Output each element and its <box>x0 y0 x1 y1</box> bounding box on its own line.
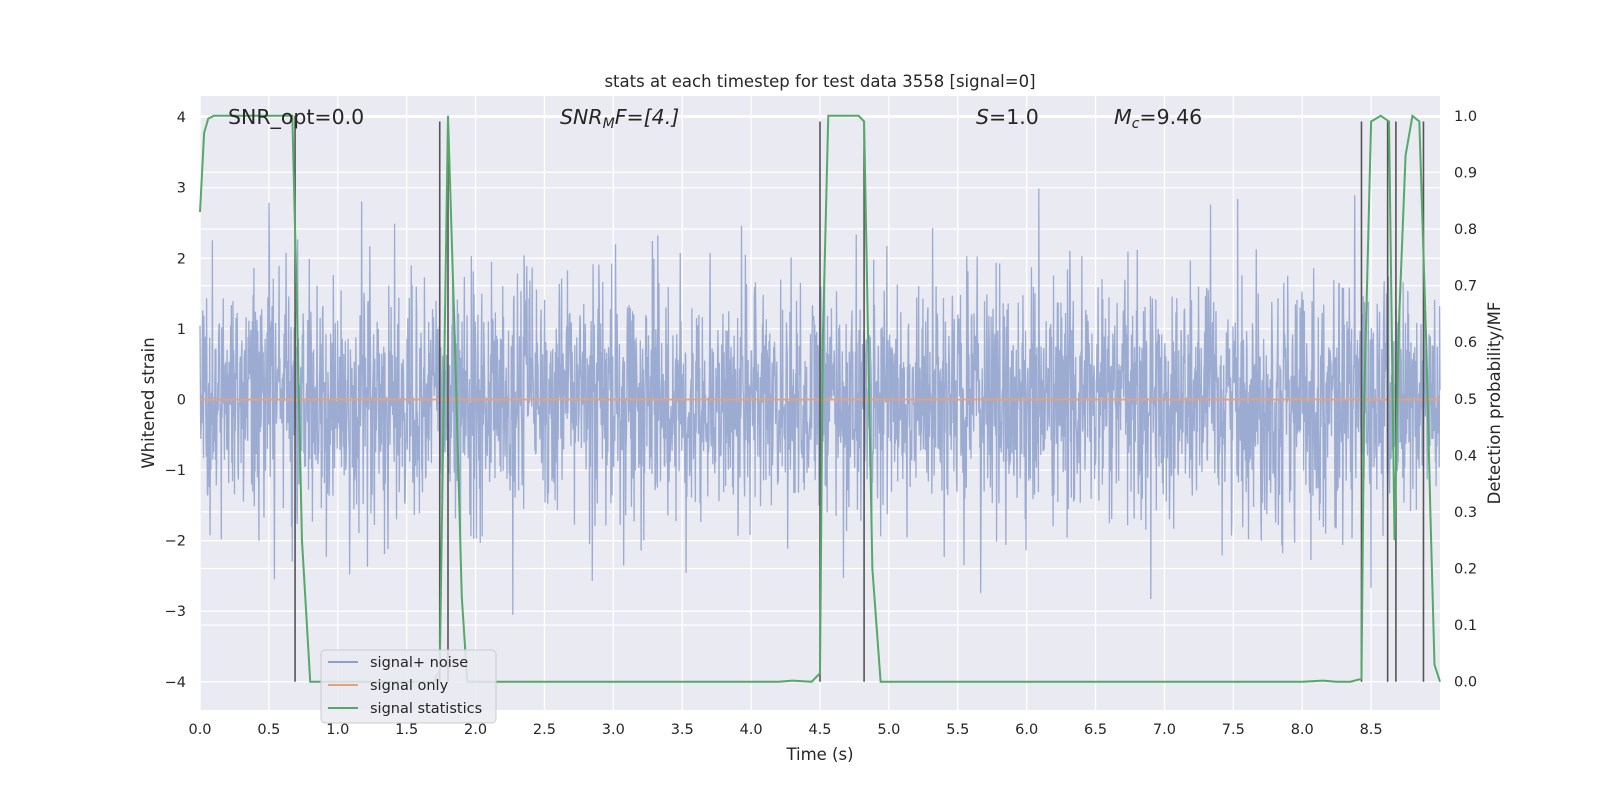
y-right-tick-label: 0.8 <box>1454 222 1477 238</box>
x-tick-label: 1.5 <box>395 722 418 738</box>
x-tick-label: 2.5 <box>533 722 556 738</box>
y-right-tick-label: 0.1 <box>1454 618 1477 634</box>
y-left-tick-label: −3 <box>165 604 186 620</box>
x-tick-label: 1.0 <box>326 722 349 738</box>
annotation-snr-mf-main: SNR <box>560 105 603 129</box>
x-tick-label: 7.5 <box>1222 722 1245 738</box>
x-tick-label: 2.0 <box>464 722 487 738</box>
y-right-tick-label: 0.4 <box>1454 448 1477 464</box>
x-tick-label: 3.0 <box>602 722 625 738</box>
x-tick-label: 8.0 <box>1291 722 1314 738</box>
x-tick-label: 8.5 <box>1360 722 1383 738</box>
y-right-tick-label: 0.2 <box>1454 562 1477 578</box>
y-left-tick-label: −1 <box>165 463 186 479</box>
y-right-tick-label: 0.0 <box>1454 675 1477 691</box>
vertical-markers <box>294 115 1425 682</box>
y-left-axis-label: Whitened strain <box>139 337 158 468</box>
signal-statistics-line <box>199 113 1441 683</box>
y-left-tick-label: 0 <box>177 392 186 408</box>
series-signal-statistics <box>199 113 1441 683</box>
y-left-tick-label: 2 <box>177 251 186 267</box>
x-tick-labels: 0.0 0.5 1.0 1.5 2.0 2.5 3.0 3.5 4.0 4.5 5.0 5.5 6.0 6… <box>188 722 1382 738</box>
y-left-tick-labels: 4 3 2 1 0 −1 −2 −3 −4 <box>165 110 186 691</box>
chart-title: stats at each timestep for test data 355… <box>604 72 1035 91</box>
x-tick-label: 5.5 <box>946 722 969 738</box>
annotation-s-main: S <box>976 105 989 129</box>
legend-box <box>320 649 497 724</box>
annotation-snr-mf: SNRMF=[4.] <box>560 105 679 132</box>
annotation-snr-opt: SNR_opt=0.0 <box>228 105 364 130</box>
y-left-tick-label: 1 <box>177 322 186 338</box>
x-tick-label: 6.5 <box>1084 722 1107 738</box>
x-tick-label: 7.0 <box>1153 722 1176 738</box>
annotation-s-rest: =1.0 <box>989 105 1039 129</box>
y-left-tick-label: 3 <box>177 181 186 197</box>
x-tick-label: 5.0 <box>877 722 900 738</box>
y-right-tick-label: 0.5 <box>1454 392 1477 408</box>
legend-label-signal-noise: signal+ noise <box>370 655 468 671</box>
y-right-tick-label: 0.3 <box>1454 505 1477 521</box>
y-left-tick-label: 4 <box>177 110 186 126</box>
annotation-s: S=1.0 <box>976 105 1039 129</box>
y-left-tick-label: −4 <box>165 675 186 691</box>
x-tick-label: 3.5 <box>671 722 694 738</box>
y-right-tick-label: 1.0 <box>1454 109 1477 125</box>
x-tick-label: 4.0 <box>740 722 763 738</box>
annotation-mc-main: M <box>1114 105 1132 129</box>
annotation-mc-sub: c <box>1132 116 1140 132</box>
x-tick-label: 4.5 <box>808 722 831 738</box>
y-right-axis-label: Detection probability/MF <box>1485 302 1504 505</box>
legend-label-signal-statistics: signal statistics <box>370 701 482 717</box>
x-tick-label: 6.0 <box>1015 722 1038 738</box>
x-axis-label: Time (s) <box>785 745 853 764</box>
legend: signal+ noise signal only signal statist… <box>320 649 497 724</box>
annotation-snr-mf-sub: M <box>603 116 615 132</box>
annotation-snr-mf-rest: F=[4.] <box>615 105 680 129</box>
annotation-mc: Mc=9.46 <box>1114 105 1202 132</box>
annotation-mc-rest: =9.46 <box>1139 105 1202 129</box>
x-tick-label: 0.5 <box>257 722 280 738</box>
x-tick-label: 0.0 <box>188 722 211 738</box>
y-right-tick-labels: 1.0 0.9 0.8 0.7 0.6 0.5 0.4 0.3 0.2 0.1 0.0 <box>1454 109 1477 691</box>
y-right-tick-label: 0.9 <box>1454 165 1477 181</box>
y-right-tick-label: 0.6 <box>1454 335 1477 351</box>
y-left-tick-label: −2 <box>165 534 186 550</box>
y-right-tick-label: 0.7 <box>1454 279 1477 295</box>
legend-label-signal-only: signal only <box>370 678 449 694</box>
